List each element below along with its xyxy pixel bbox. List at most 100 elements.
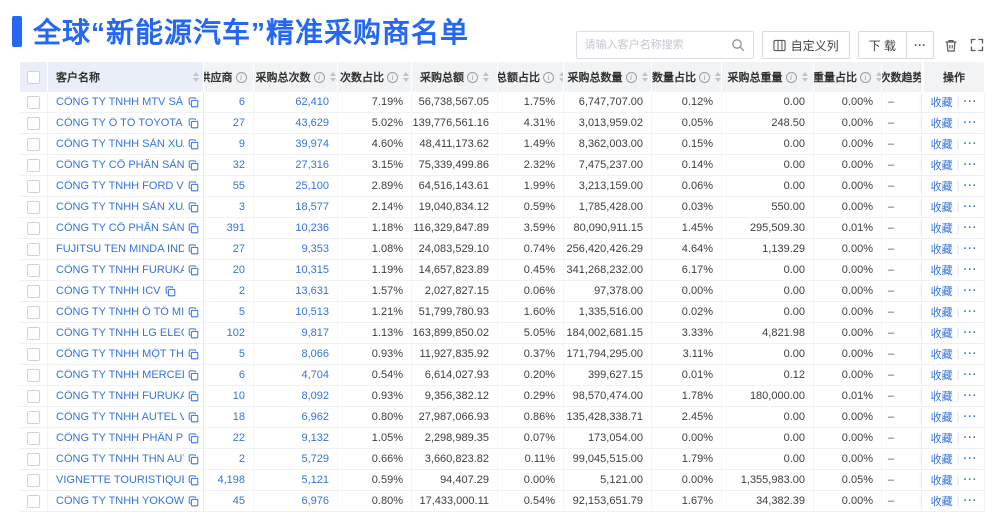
sort-icon[interactable] xyxy=(193,72,199,82)
favorite-link[interactable]: 收藏 xyxy=(930,244,953,256)
column-header-count_pct[interactable]: 次数占比 i xyxy=(338,62,412,92)
more-actions-link[interactable]: ··· xyxy=(963,432,978,444)
row-checkbox[interactable] xyxy=(27,326,40,340)
more-actions-link[interactable]: ··· xyxy=(963,453,978,465)
column-header-quantity[interactable]: 采购总数量 i xyxy=(564,62,652,92)
company-name-link[interactable]: CÔNG TY CỔ PHẦN SẢN XUẤT... xyxy=(56,222,184,234)
row-checkbox[interactable] xyxy=(27,452,40,466)
copy-icon[interactable] xyxy=(188,243,199,255)
favorite-link[interactable]: 收藏 xyxy=(930,370,953,382)
company-name-link[interactable]: CÔNG TY TNHH LG ELECTRON... xyxy=(56,327,184,339)
copy-icon[interactable] xyxy=(188,453,199,465)
more-actions-link[interactable]: ··· xyxy=(963,159,978,171)
row-checkbox[interactable] xyxy=(27,410,40,424)
favorite-link[interactable]: 收藏 xyxy=(930,349,953,361)
column-header-amount_pct[interactable]: 总额占比 i xyxy=(498,62,564,92)
row-checkbox[interactable] xyxy=(27,221,40,235)
copy-icon[interactable] xyxy=(188,180,199,192)
row-checkbox[interactable] xyxy=(27,137,40,151)
copy-icon[interactable] xyxy=(188,138,199,150)
more-actions-link[interactable]: ··· xyxy=(963,390,978,402)
copy-icon[interactable] xyxy=(188,222,199,234)
favorite-link[interactable]: 收藏 xyxy=(930,118,953,130)
company-name-link[interactable]: CÔNG TY TNHH FURUKAWA A... xyxy=(56,264,184,276)
company-name-link[interactable]: FUJITSU TEN MINDA INDIA PVT... xyxy=(56,243,184,255)
company-name-link[interactable]: CÔNG TY TNHH MTV SẢN XUẤ... xyxy=(56,96,184,108)
favorite-link[interactable]: 收藏 xyxy=(930,307,953,319)
row-checkbox[interactable] xyxy=(27,473,40,487)
row-checkbox[interactable] xyxy=(27,179,40,193)
company-name-link[interactable]: CÔNG TY TNHH Ô TÔ MITSUBI... xyxy=(56,306,184,318)
favorite-link[interactable]: 收藏 xyxy=(930,391,953,403)
copy-icon[interactable] xyxy=(188,159,199,171)
sort-icon[interactable] xyxy=(801,72,808,82)
search-box[interactable] xyxy=(575,31,754,59)
favorite-link[interactable]: 收藏 xyxy=(930,265,953,277)
sort-icon[interactable] xyxy=(483,72,489,82)
copy-icon[interactable] xyxy=(188,411,199,423)
row-checkbox[interactable] xyxy=(27,284,40,298)
favorite-link[interactable]: 收藏 xyxy=(930,433,953,445)
more-actions-link[interactable]: ··· xyxy=(963,117,978,129)
copy-icon[interactable] xyxy=(188,201,199,213)
copy-icon[interactable] xyxy=(188,306,199,318)
company-name-link[interactable]: CÔNG TY TNHH THN AUTOPAR... xyxy=(56,453,184,465)
more-actions-link[interactable]: ··· xyxy=(963,411,978,423)
copy-icon[interactable] xyxy=(188,117,199,129)
sort-icon[interactable] xyxy=(559,72,563,82)
favorite-link[interactable]: 收藏 xyxy=(930,160,953,172)
row-checkbox[interactable] xyxy=(27,389,40,403)
row-checkbox[interactable] xyxy=(27,158,40,172)
copy-icon[interactable] xyxy=(165,285,176,297)
row-checkbox[interactable] xyxy=(27,95,40,109)
column-header-amount[interactable]: 采购总额 i xyxy=(412,62,498,92)
favorite-link[interactable]: 收藏 xyxy=(930,223,953,235)
download-more-button[interactable]: ··· xyxy=(907,31,934,59)
company-name-link[interactable]: CÔNG TY TNHH PHÂN PHỐI T... xyxy=(56,432,184,444)
more-actions-link[interactable]: ··· xyxy=(963,264,978,276)
more-actions-link[interactable]: ··· xyxy=(963,327,978,339)
row-checkbox[interactable] xyxy=(27,116,40,130)
more-actions-link[interactable]: ··· xyxy=(963,138,978,150)
favorite-link[interactable]: 收藏 xyxy=(930,286,953,298)
favorite-link[interactable]: 收藏 xyxy=(930,328,953,340)
company-name-link[interactable]: CÔNG TY TNHH MERCEDES-B... xyxy=(56,369,184,381)
row-checkbox[interactable] xyxy=(27,347,40,361)
company-name-link[interactable]: CÔNG TY TNHH SẢN XUẤT VÀ ... xyxy=(56,201,184,213)
row-checkbox[interactable] xyxy=(27,263,40,277)
company-name-link[interactable]: CÔNG TY TNHH ICV xyxy=(56,285,161,297)
sort-icon[interactable] xyxy=(403,72,409,82)
company-name-link[interactable]: CÔNG TY TNHH AUTEL VIỆT N... xyxy=(56,411,184,423)
column-header-purchase_count[interactable]: 采购总次数 i xyxy=(254,62,338,92)
favorite-link[interactable]: 收藏 xyxy=(930,181,953,193)
row-checkbox[interactable] xyxy=(27,431,40,445)
favorite-link[interactable]: 收藏 xyxy=(930,454,953,466)
copy-icon[interactable] xyxy=(188,327,199,339)
row-checkbox[interactable] xyxy=(27,200,40,214)
fullscreen-button[interactable] xyxy=(968,38,986,52)
column-header-name[interactable]: 客户名称 xyxy=(48,62,204,92)
more-actions-link[interactable]: ··· xyxy=(963,495,978,507)
company-name-link[interactable]: CÔNG TY TNHH FORD VIỆT NAM xyxy=(56,180,184,192)
column-header-weight_pct[interactable]: 重量占比 i xyxy=(814,62,882,92)
copy-icon[interactable] xyxy=(188,96,199,108)
company-name-link[interactable]: CÔNG TY TNHH MỘT THÀNH V... xyxy=(56,348,184,360)
copy-icon[interactable] xyxy=(188,348,199,360)
company-name-link[interactable]: CÔNG TY TNHH YOKOWO VIỆT... xyxy=(56,495,184,507)
column-header-weight[interactable]: 采购总重量 i xyxy=(722,62,814,92)
favorite-link[interactable]: 收藏 xyxy=(930,202,953,214)
more-actions-link[interactable]: ··· xyxy=(963,474,978,486)
more-actions-link[interactable]: ··· xyxy=(963,180,978,192)
favorite-link[interactable]: 收藏 xyxy=(930,139,953,151)
favorite-link[interactable]: 收藏 xyxy=(930,475,953,487)
column-header-quantity_pct[interactable]: 数量占比 i xyxy=(652,62,722,92)
copy-icon[interactable] xyxy=(188,432,199,444)
favorite-link[interactable]: 收藏 xyxy=(930,496,953,508)
sort-icon[interactable] xyxy=(641,72,648,82)
more-actions-link[interactable]: ··· xyxy=(963,369,978,381)
sort-icon[interactable] xyxy=(329,72,336,82)
favorite-link[interactable]: 收藏 xyxy=(930,97,953,109)
more-actions-link[interactable]: ··· xyxy=(963,222,978,234)
copy-icon[interactable] xyxy=(188,474,199,486)
download-button[interactable]: 下 载 xyxy=(857,31,907,59)
